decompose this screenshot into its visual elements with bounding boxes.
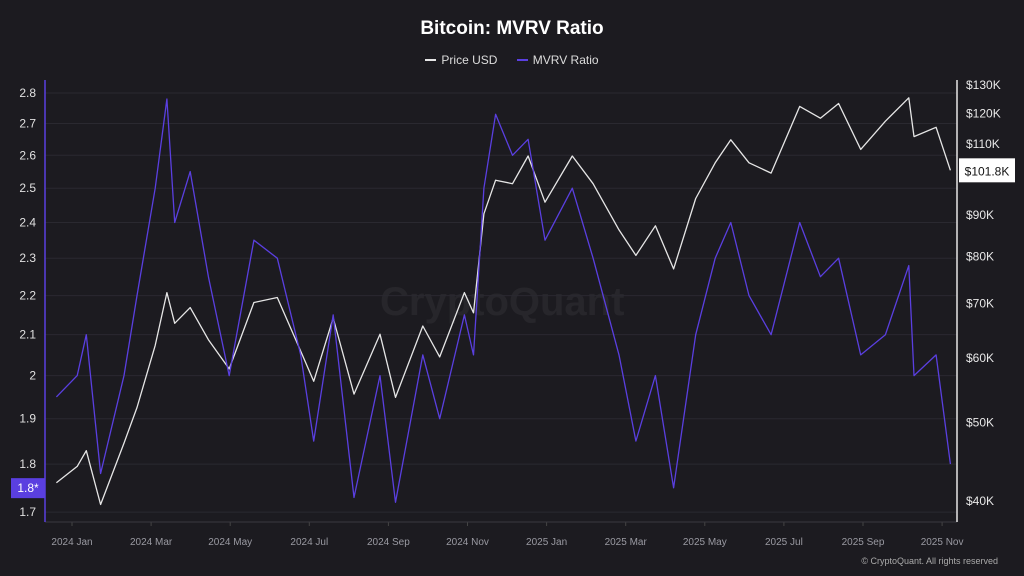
watermark: CryptoQuant: [380, 280, 625, 324]
x-tick-label: 2025 Jul: [765, 537, 803, 548]
right-tick-label: $110K: [966, 137, 1000, 151]
left-tick-label: 1.8: [19, 457, 36, 471]
left-tick-label: 2.5: [19, 181, 36, 195]
left-tick-label: 2: [29, 369, 36, 383]
x-tick-label: 2024 May: [208, 537, 252, 548]
x-tick-label: 2025 Nov: [921, 537, 964, 548]
left-tick-label: 2.6: [19, 148, 36, 162]
right-tick-label: $50K: [966, 415, 994, 429]
x-tick-label: 2025 Mar: [605, 537, 648, 548]
x-tick-label: 2025 May: [683, 537, 727, 548]
chart-title: Bitcoin: MVRV Ratio: [420, 18, 604, 39]
mvrv-current-badge: [11, 478, 45, 499]
right-tick-label: $130K: [966, 78, 1001, 92]
copyright: © CryptoQuant. All rights reserved: [861, 556, 998, 566]
price-current-label: $101.8K: [965, 164, 1010, 178]
x-tick-label: 2024 Nov: [446, 537, 489, 548]
x-tick-label: 2024 Mar: [130, 537, 173, 548]
left-tick-label: 1.9: [19, 412, 36, 426]
legend-item-price[interactable]: Price USD: [425, 53, 497, 67]
legend: Price USD MVRV Ratio: [0, 50, 1024, 67]
x-tick-label: 2024 Jan: [51, 537, 92, 548]
right-tick-label: $60K: [966, 351, 994, 365]
right-tick-label: $80K: [966, 249, 994, 263]
legend-label-mvrv: MVRV Ratio: [532, 53, 599, 67]
right-tick-label: $40K: [966, 494, 994, 508]
right-tick-label: $120K: [966, 106, 1001, 120]
left-tick-label: 2.7: [19, 117, 36, 131]
price-usd-line: [55, 97, 952, 506]
left-tick-label: 1.7: [19, 505, 36, 519]
x-tick-label: 2025 Sep: [842, 537, 885, 548]
right-tick-label: $90K: [966, 208, 994, 222]
right-tick-label: $70K: [966, 297, 994, 311]
legend-label-price: Price USD: [441, 53, 498, 67]
legend-swatch-mvrv: [516, 59, 528, 61]
legend-swatch-price: [425, 59, 437, 61]
left-tick-label: 2.3: [19, 251, 36, 265]
left-tick-label: 2.4: [19, 215, 36, 229]
price-current-badge: [959, 158, 1015, 183]
x-tick-label: 2024 Jul: [290, 537, 328, 548]
x-tick-label: 2024 Sep: [367, 537, 410, 548]
left-tick-label: 2.1: [19, 328, 36, 342]
legend-item-mvrv[interactable]: MVRV Ratio: [516, 53, 599, 67]
mvrv-current-label: 1.8*: [17, 481, 39, 495]
left-tick-label: 2.2: [19, 289, 36, 303]
mvrv-ratio-line: [55, 98, 952, 503]
left-tick-label: 2.8: [19, 86, 36, 100]
x-tick-label: 2025 Jan: [526, 537, 567, 548]
